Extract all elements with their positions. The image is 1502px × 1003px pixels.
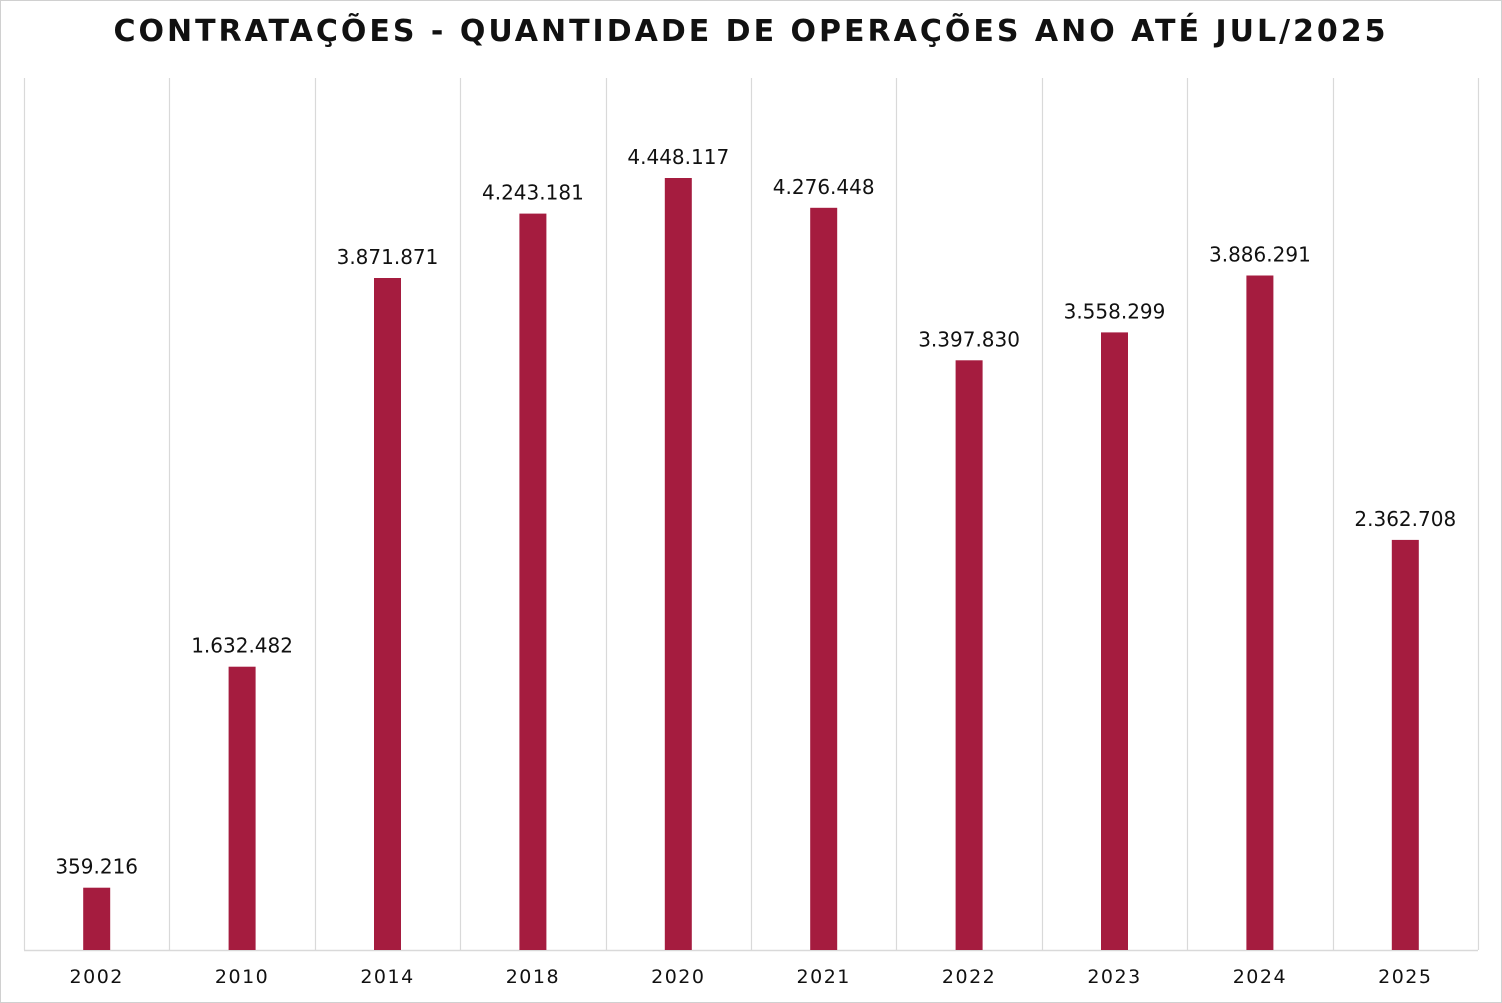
- chart-title: CONTRATAÇÕES - QUANTIDADE DE OPERAÇÕES A…: [113, 14, 1389, 49]
- bar-2022: [955, 360, 983, 950]
- data-label-2024: 3.886.291: [1209, 243, 1311, 267]
- data-label-2002: 359.216: [55, 855, 138, 879]
- data-label-2022: 3.397.830: [918, 327, 1020, 351]
- tick-label-2020: 2020: [651, 966, 705, 988]
- tick-label-2025: 2025: [1378, 966, 1432, 988]
- bar-2010: [228, 666, 256, 950]
- data-label-2010: 1.632.482: [191, 634, 293, 658]
- bar-2025: [1391, 539, 1419, 950]
- grid-layer: [23, 78, 1480, 952]
- data-label-2020: 4.448.117: [627, 145, 729, 169]
- tick-label-2018: 2018: [506, 966, 560, 988]
- tick-label-2010: 2010: [215, 966, 269, 988]
- bar-2023: [1101, 332, 1128, 950]
- bar-2020: [664, 178, 692, 950]
- x-axis-tick-labels: 2002 2010 2014 2018 2020 2021 2022 2023 2024 2025: [70, 966, 1432, 988]
- bar-2024: [1246, 275, 1274, 950]
- tick-label-2021: 2021: [797, 966, 851, 988]
- bar-2014: [374, 278, 401, 950]
- data-label-2023: 3.558.299: [1064, 299, 1166, 323]
- data-label-2025: 2.362.708: [1354, 507, 1456, 531]
- data-label-2018: 4.243.181: [482, 181, 584, 205]
- tick-label-2014: 2014: [360, 966, 414, 988]
- tick-label-2022: 2022: [942, 966, 996, 988]
- bar-2021: [810, 207, 838, 951]
- tick-label-2023: 2023: [1087, 966, 1141, 988]
- tick-label-2002: 2002: [70, 966, 124, 988]
- data-label-2021: 4.276.448: [773, 175, 875, 199]
- data-labels-layer: 359.216 1.632.482 3.871.871 4.243.181 4.448.…: [55, 145, 1456, 879]
- bar-2002: [83, 887, 111, 950]
- data-label-2014: 3.871.871: [337, 245, 439, 269]
- bars-layer: [83, 178, 1419, 951]
- tick-label-2024: 2024: [1233, 966, 1287, 988]
- bar-2018: [519, 213, 547, 951]
